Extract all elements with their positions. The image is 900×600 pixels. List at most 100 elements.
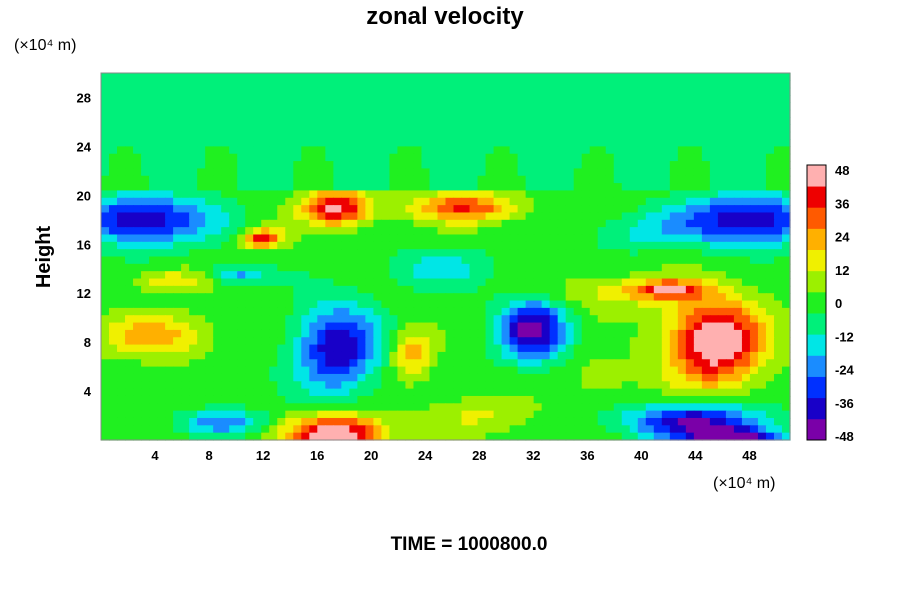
contour-cell: [613, 417, 623, 426]
contour-cell: [373, 322, 383, 331]
contour-cell: [509, 417, 519, 426]
contour-cell: [749, 359, 759, 368]
contour-cell: [469, 95, 479, 103]
contour-cell: [653, 432, 663, 441]
contour-cell: [365, 410, 374, 419]
contour-cell: [205, 315, 214, 324]
contour-cell: [613, 153, 623, 162]
contour-cell: [597, 256, 607, 265]
contour-cell: [653, 278, 663, 287]
contour-cell: [349, 80, 358, 89]
contour-cell: [333, 227, 342, 236]
contour-cell: [629, 344, 639, 353]
contour-cell: [685, 417, 695, 426]
contour-cell: [781, 373, 791, 382]
contour-cell: [381, 175, 391, 184]
contour-cell: [517, 183, 527, 192]
contour-cell: [141, 102, 150, 111]
contour-cell: [781, 205, 791, 214]
contour-cell: [341, 249, 350, 258]
contour-cell: [517, 278, 527, 287]
contour-cell: [181, 168, 190, 177]
contour-cell: [413, 183, 423, 192]
contour-cell: [261, 212, 270, 221]
contour-cell: [725, 87, 735, 96]
contour-cell: [461, 410, 471, 419]
contour-cell: [421, 278, 431, 287]
contour-cell: [381, 80, 391, 89]
contour-cell: [277, 234, 286, 243]
contour-cell: [581, 146, 591, 155]
contour-cell: [325, 359, 334, 368]
contour-cell: [429, 146, 439, 155]
contour-cell: [629, 410, 639, 419]
contour-cell: [669, 417, 679, 426]
contour-cell: [341, 373, 350, 382]
contour-cell: [125, 161, 134, 170]
contour-cell: [181, 73, 190, 81]
contour-cell: [117, 410, 126, 419]
contour-cell: [773, 212, 783, 221]
contour-cell: [229, 168, 238, 177]
contour-cell: [181, 293, 190, 302]
contour-cell: [317, 344, 326, 353]
contour-cell: [133, 359, 142, 368]
contour-cell: [301, 95, 310, 103]
contour-cell: [565, 293, 575, 302]
contour-cell: [541, 227, 551, 236]
contour-cell: [333, 329, 342, 338]
contour-cell: [405, 256, 415, 265]
contour-cell: [109, 373, 118, 382]
contour-cell: [477, 256, 487, 265]
contour-cell: [269, 344, 278, 353]
contour-cell: [149, 403, 158, 412]
contour-cell: [525, 285, 535, 294]
contour-cell: [445, 351, 455, 360]
contour-cell: [325, 227, 334, 236]
contour-cell: [213, 146, 222, 155]
contour-cell: [685, 432, 695, 441]
contour-cell: [261, 344, 270, 353]
contour-cell: [613, 102, 623, 111]
contour-cell: [613, 366, 623, 375]
contour-cell: [637, 351, 647, 360]
contour-cell: [173, 161, 182, 170]
contour-cell: [629, 146, 639, 155]
contour-cell: [181, 219, 190, 228]
contour-cell: [157, 300, 166, 309]
contour-cell: [589, 417, 599, 426]
contour-cell: [109, 285, 118, 294]
contour-cell: [597, 102, 607, 111]
contour-cell: [421, 95, 431, 103]
contour-cell: [277, 351, 286, 360]
contour-cell: [661, 300, 671, 309]
contour-cell: [165, 168, 174, 177]
contour-cell: [493, 153, 503, 162]
contour-cell: [461, 432, 471, 441]
contour-cell: [293, 234, 302, 243]
contour-cell: [589, 139, 599, 147]
contour-cell: [301, 131, 310, 140]
contour-cell: [373, 146, 383, 155]
contour-cell: [205, 329, 214, 338]
contour-cell: [557, 87, 567, 96]
contour-cell: [501, 285, 511, 294]
contour-cell: [621, 329, 631, 338]
contour-cell: [773, 249, 783, 258]
contour-cell: [421, 329, 431, 338]
contour-cell: [397, 227, 407, 236]
contour-cell: [237, 212, 246, 221]
contour-cell: [685, 161, 695, 170]
contour-cell: [293, 271, 302, 280]
contour-cell: [525, 300, 535, 309]
contour-cell: [437, 241, 447, 250]
contour-cell: [413, 146, 423, 155]
contour-cell: [701, 124, 711, 133]
contour-cell: [613, 256, 623, 265]
contour-cell: [661, 102, 671, 111]
contour-cell: [509, 249, 519, 258]
contour-cell: [573, 403, 583, 412]
contour-cell: [589, 256, 599, 265]
contour-cell: [221, 131, 230, 140]
contour-cell: [181, 131, 190, 140]
